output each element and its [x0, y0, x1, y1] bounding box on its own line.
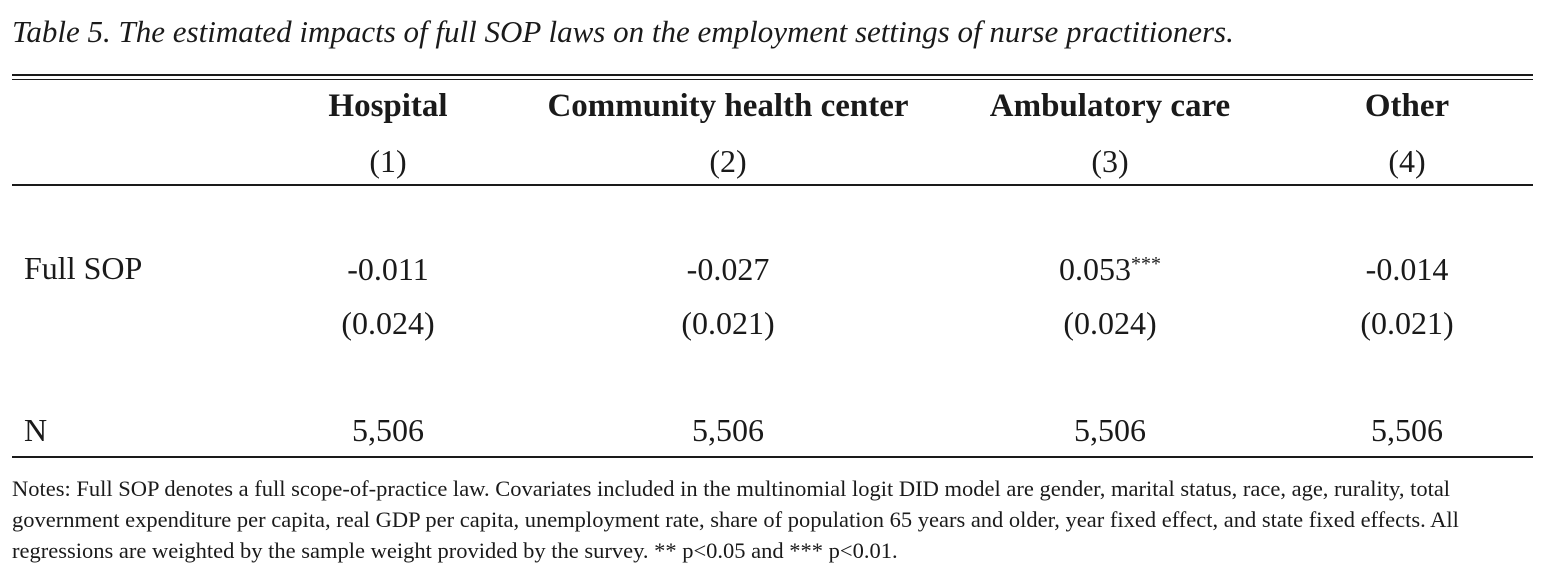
significance-stars: *** — [1131, 253, 1161, 275]
coefficient-1: -0.011 — [347, 251, 428, 288]
n-value-2: 5,506 — [692, 412, 764, 448]
coefficient-value: -0.014 — [1365, 251, 1449, 287]
column-number-3: (3) — [1091, 143, 1129, 179]
row-label-full-sop: Full SOP — [24, 250, 143, 286]
n-value-3: 5,506 — [1074, 412, 1146, 448]
column-header-community-health-center: Community health center — [547, 88, 909, 124]
top-rule-thick — [12, 74, 1533, 76]
table-notes: Notes: Full SOP denotes a full scope-of-… — [12, 476, 1459, 563]
column-number-1: (1) — [369, 143, 407, 179]
header-rule — [12, 184, 1533, 186]
std-error-4: (0.021) — [1360, 305, 1454, 341]
table-caption: Table 5. The estimated impacts of full S… — [12, 14, 1234, 49]
column-header-other: Other — [1364, 88, 1450, 124]
n-value-1: 5,506 — [352, 412, 424, 448]
coefficient-value: 0.053 — [1059, 251, 1131, 287]
column-header-ambulatory-care: Ambulatory care — [989, 88, 1231, 124]
coefficient-4: -0.014 — [1366, 251, 1449, 288]
std-error-1: (0.024) — [341, 305, 435, 341]
column-number-4: (4) — [1388, 143, 1426, 179]
coefficient-2: -0.027 — [687, 251, 770, 288]
std-error-3: (0.024) — [1063, 305, 1157, 341]
column-number-2: (2) — [709, 143, 747, 179]
top-rule-thin — [12, 79, 1533, 80]
std-error-2: (0.021) — [681, 305, 775, 341]
bottom-rule — [12, 456, 1533, 458]
n-value-4: 5,506 — [1371, 412, 1443, 448]
coefficient-value: -0.011 — [347, 251, 429, 287]
coefficient-value: -0.027 — [686, 251, 770, 287]
coefficient-3: 0.053*** — [1059, 251, 1161, 288]
row-label-n: N — [24, 412, 48, 448]
column-header-hospital: Hospital — [328, 88, 448, 124]
